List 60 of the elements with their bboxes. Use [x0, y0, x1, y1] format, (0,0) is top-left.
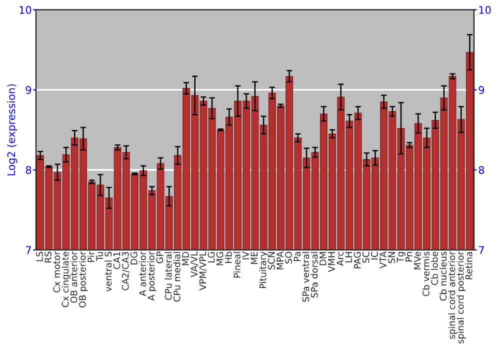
x-tick-label: ME: [250, 252, 258, 264]
x-tick-label: IV: [242, 251, 249, 260]
x-tick-label: OB posterior: [78, 251, 88, 308]
x-tick-label: VPM/VPL: [199, 251, 207, 290]
x-tick-label: SN: [388, 252, 396, 264]
x-tick-label: Pineal: [233, 252, 240, 278]
x-tick-label: LG: [208, 252, 215, 262]
x-tick-label: Tu: [96, 252, 104, 262]
x-tick-label: IC: [371, 252, 378, 260]
y-axis-title: Log2 (expression): [7, 84, 18, 176]
y2-tick-label: 8: [478, 166, 484, 174]
y-tick-label: 10: [20, 6, 32, 14]
x-tick-label: VA/VL: [190, 251, 198, 278]
x-tick-label: LH: [345, 252, 352, 262]
x-tick-label: MD: [182, 252, 189, 266]
x-tick-label: Tg: [396, 252, 406, 263]
x-tick-label: OB anterior: [70, 251, 78, 303]
x-tick-label: MVe: [414, 252, 421, 270]
x-tick-label: SC: [362, 252, 370, 263]
x-tick-label: Arc: [336, 252, 344, 266]
x-tick-label: Cb lobe: [430, 252, 438, 286]
x-tick-label: CA2/CA3: [122, 252, 130, 290]
x-tick-label: Hb: [224, 252, 232, 263]
x-tick-label: SO: [285, 252, 292, 264]
x-tick-label: DM: [320, 252, 326, 266]
x-tick-label: spinal cord posterior: [456, 251, 466, 344]
x-tick-label: Cx motor: [53, 251, 60, 292]
y2-tick-label: 9: [478, 86, 484, 94]
x-tick-label: A anterior: [138, 251, 146, 296]
x-tick-label: Pir: [87, 251, 94, 262]
x-tick-label: SPa dorsal: [310, 252, 318, 298]
x-tick-label: Pa: [294, 252, 301, 261]
x-tick-label: ventral S: [104, 252, 112, 292]
y-tick-label: 8: [26, 166, 32, 174]
x-tick-label: LS: [36, 252, 43, 262]
x-tick-label: CPu medial: [173, 252, 180, 302]
x-tick-label: Cb vermis: [422, 252, 430, 296]
x-tick-label: CPu lateral: [164, 252, 172, 300]
x-tick-label: MG: [216, 252, 224, 266]
x-tick-label: Cx cingulate: [62, 252, 70, 308]
y-tick-label: 7: [26, 246, 31, 254]
y2-tick-label: 7: [479, 246, 484, 254]
y-tick-label: 9: [26, 86, 32, 94]
x-tick-label: Pituitary: [259, 252, 268, 288]
x-tick-label: Retina: [465, 252, 472, 280]
x-tick-label: MPA: [276, 251, 284, 270]
x-tick-label: SCN: [268, 252, 275, 270]
x-tick-label: VMH: [328, 252, 335, 272]
x-tick-label: VTA: [380, 251, 386, 268]
x-tick-label: Cb nucleus: [440, 252, 447, 301]
x-tick-label: PAG: [354, 252, 361, 268]
x-tick-label: Pn: [406, 252, 412, 262]
x-tick-label: DG: [130, 252, 138, 264]
x-tick-label: CA1: [113, 252, 120, 270]
x-tick-label: GP: [156, 252, 164, 264]
y2-tick-label: 10: [479, 6, 491, 14]
x-tick-label: RS: [44, 252, 52, 262]
x-tick-label: SPa ventral: [302, 252, 310, 302]
x-tick-label: A posterior: [148, 251, 156, 301]
x-tick-label: spinal cord anterior: [448, 251, 457, 339]
